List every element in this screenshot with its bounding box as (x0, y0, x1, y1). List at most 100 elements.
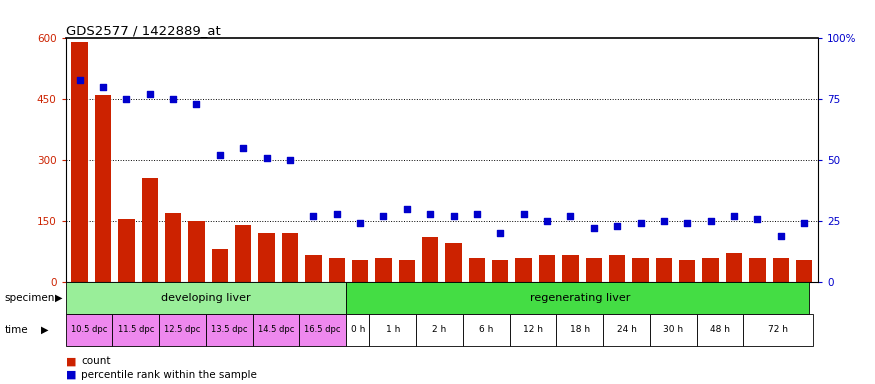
Point (190, 101, 204, 107)
Text: 12.5 dpc: 12.5 dpc (164, 325, 200, 334)
Bar (346, 282, 808, 314)
Text: 72 h: 72 h (768, 325, 788, 334)
Bar (282, 233, 298, 282)
Bar (744, 314, 814, 346)
Point (330, 210, 344, 217)
Point (283, 157, 297, 163)
Point (774, 233, 788, 239)
Text: ▶: ▶ (41, 324, 49, 335)
Bar (422, 237, 438, 282)
Point (587, 225, 601, 232)
Bar (165, 213, 181, 282)
Point (400, 206, 414, 212)
Bar (416, 314, 463, 346)
Point (143, 91, 157, 98)
Bar (66, 282, 346, 314)
Bar (585, 258, 602, 282)
Text: 48 h: 48 h (710, 325, 730, 334)
Bar (352, 260, 368, 282)
Point (727, 213, 741, 219)
Text: 13.5 dpc: 13.5 dpc (211, 325, 248, 334)
Bar (369, 314, 416, 346)
Text: count: count (81, 356, 111, 366)
Text: specimen: specimen (4, 293, 55, 303)
Point (96, 84, 110, 90)
Text: 1 h: 1 h (386, 325, 400, 334)
Text: 24 h: 24 h (617, 325, 636, 334)
Bar (346, 314, 369, 346)
Point (680, 220, 694, 227)
Point (236, 145, 250, 151)
Bar (399, 260, 415, 282)
Bar (212, 249, 228, 282)
Text: 6 h: 6 h (480, 325, 494, 334)
Text: 0 h: 0 h (351, 325, 365, 334)
Bar (563, 255, 578, 282)
Bar (609, 255, 626, 282)
Point (610, 223, 624, 229)
Bar (305, 255, 321, 282)
Bar (142, 179, 158, 282)
Point (564, 213, 578, 219)
Bar (650, 314, 696, 346)
Bar (118, 219, 135, 282)
Bar (492, 260, 508, 282)
Text: 16.5 dpc: 16.5 dpc (304, 325, 341, 334)
Point (306, 213, 320, 219)
Bar (159, 314, 206, 346)
Text: GDS2577 / 1422889_at: GDS2577 / 1422889_at (66, 24, 220, 37)
Point (516, 210, 530, 217)
Bar (679, 260, 696, 282)
Point (797, 220, 811, 227)
Text: 2 h: 2 h (432, 325, 446, 334)
Point (376, 213, 390, 219)
Point (119, 96, 133, 103)
Bar (726, 253, 742, 282)
Bar (539, 255, 556, 282)
Text: regenerating liver: regenerating liver (529, 293, 630, 303)
Text: 30 h: 30 h (663, 325, 683, 334)
Text: ■: ■ (66, 370, 76, 380)
Bar (603, 314, 650, 346)
Point (704, 218, 717, 224)
Bar (258, 233, 275, 282)
Text: 11.5 dpc: 11.5 dpc (117, 325, 154, 334)
Point (446, 213, 460, 219)
Bar (375, 258, 392, 282)
Bar (328, 258, 345, 282)
Bar (703, 258, 718, 282)
Bar (773, 258, 789, 282)
Bar (72, 43, 88, 282)
Text: 10.5 dpc: 10.5 dpc (71, 325, 107, 334)
Bar (188, 221, 205, 282)
Bar (556, 314, 603, 346)
Bar (696, 314, 744, 346)
Bar (796, 260, 812, 282)
Point (657, 218, 671, 224)
Point (470, 210, 484, 217)
Point (166, 96, 180, 103)
Text: ▶: ▶ (55, 293, 63, 303)
Bar (515, 258, 532, 282)
Text: 18 h: 18 h (570, 325, 590, 334)
Bar (655, 258, 672, 282)
Text: percentile rank within the sample: percentile rank within the sample (81, 370, 257, 380)
Bar (633, 258, 648, 282)
Bar (94, 95, 111, 282)
Bar (509, 314, 556, 346)
Text: 12 h: 12 h (523, 325, 543, 334)
Bar (206, 314, 253, 346)
Bar (463, 314, 509, 346)
Bar (66, 314, 112, 346)
Text: time: time (4, 324, 28, 335)
Text: 14.5 dpc: 14.5 dpc (258, 325, 294, 334)
Point (260, 155, 274, 161)
Point (634, 220, 648, 227)
Text: ■: ■ (66, 356, 76, 366)
Bar (445, 243, 462, 282)
Text: developing liver: developing liver (161, 293, 250, 303)
Bar (112, 314, 159, 346)
Bar (235, 225, 251, 282)
Bar (469, 258, 485, 282)
Point (493, 230, 507, 236)
